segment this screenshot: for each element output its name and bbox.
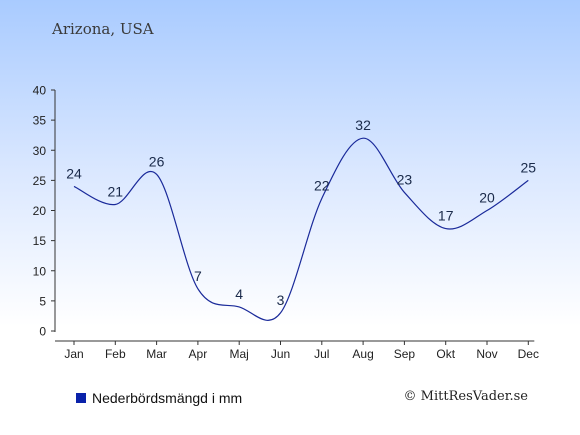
x-tick-label: Aug (352, 347, 373, 361)
data-label: 4 (235, 286, 243, 302)
x-tick-label: Jul (314, 347, 329, 361)
y-tick-label: 35 (33, 114, 47, 128)
legend: Nederbördsmängd i mm (76, 390, 242, 406)
data-label: 22 (314, 177, 330, 193)
data-label: 21 (108, 183, 124, 199)
x-tick-label: Nov (476, 347, 497, 361)
x-tick-label: Dec (518, 347, 539, 361)
x-tick-label: Maj (230, 347, 249, 361)
data-label: 17 (438, 208, 454, 224)
data-label: 24 (66, 165, 82, 181)
y-tick-label: 15 (33, 234, 47, 248)
data-label: 7 (194, 268, 202, 284)
data-label: 3 (277, 292, 285, 308)
y-tick-label: 0 (39, 325, 46, 339)
data-label: 32 (355, 117, 371, 133)
chart-title: Arizona, USA (52, 20, 154, 38)
x-tick-label: Mar (146, 347, 167, 361)
series-line (73, 137, 529, 321)
y-tick-label: 20 (33, 204, 47, 218)
x-tick-label: Apr (189, 347, 208, 361)
x-tick-label: Sep (394, 347, 416, 361)
y-tick-label: 5 (39, 294, 46, 308)
x-tick-label: Feb (105, 347, 126, 361)
credit-text: © MittResVader.se (403, 389, 528, 404)
legend-swatch-icon (76, 393, 86, 403)
y-tick-label: 10 (33, 264, 47, 278)
x-tick-label: Okt (436, 347, 455, 361)
y-tick-label: 25 (33, 174, 47, 188)
legend-label: Nederbördsmängd i mm (92, 390, 243, 406)
data-label: 23 (397, 171, 413, 187)
x-tick-label: Jan (64, 347, 83, 361)
data-label: 26 (149, 153, 165, 169)
y-tick-label: 30 (33, 144, 47, 158)
data-label: 25 (521, 159, 537, 175)
x-tick-label: Jun (271, 347, 290, 361)
y-tick-label: 40 (33, 84, 47, 98)
data-label: 20 (479, 190, 495, 206)
